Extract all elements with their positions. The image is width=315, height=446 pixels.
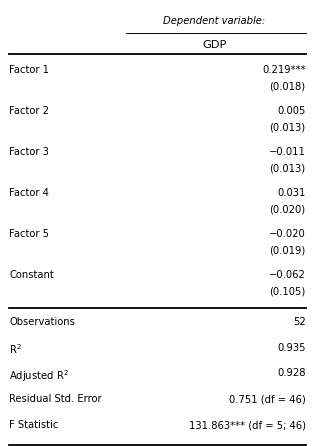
Text: Observations: Observations — [9, 317, 75, 326]
Text: (0.018): (0.018) — [269, 82, 306, 91]
Text: Residual Std. Error: Residual Std. Error — [9, 394, 102, 404]
Text: 52: 52 — [293, 317, 306, 326]
Text: 0.928: 0.928 — [277, 368, 306, 378]
Text: −0.020: −0.020 — [269, 229, 306, 239]
Text: Adjusted R$^2$: Adjusted R$^2$ — [9, 368, 69, 384]
Text: Factor 1: Factor 1 — [9, 65, 49, 74]
Text: 0.219***: 0.219*** — [262, 65, 306, 74]
Text: R$^2$: R$^2$ — [9, 343, 22, 356]
Text: (0.013): (0.013) — [269, 123, 306, 132]
Text: Constant: Constant — [9, 270, 54, 280]
Text: −0.062: −0.062 — [269, 270, 306, 280]
Text: Factor 4: Factor 4 — [9, 188, 49, 198]
Text: Dependent variable:: Dependent variable: — [163, 16, 265, 25]
Text: (0.013): (0.013) — [269, 164, 306, 173]
Text: (0.019): (0.019) — [269, 246, 306, 256]
Text: (0.020): (0.020) — [269, 205, 306, 215]
Text: 0.031: 0.031 — [277, 188, 306, 198]
Text: 0.751 (df = 46): 0.751 (df = 46) — [229, 394, 306, 404]
Text: 131.863*** (df = 5; 46): 131.863*** (df = 5; 46) — [189, 420, 306, 430]
Text: F Statistic: F Statistic — [9, 420, 59, 430]
Text: Factor 5: Factor 5 — [9, 229, 49, 239]
Text: Factor 3: Factor 3 — [9, 147, 49, 157]
Text: 0.935: 0.935 — [277, 343, 306, 352]
Text: Factor 2: Factor 2 — [9, 106, 49, 116]
Text: (0.105): (0.105) — [269, 287, 306, 297]
Text: −0.011: −0.011 — [269, 147, 306, 157]
Text: 0.005: 0.005 — [277, 106, 306, 116]
Text: GDP: GDP — [202, 40, 226, 50]
